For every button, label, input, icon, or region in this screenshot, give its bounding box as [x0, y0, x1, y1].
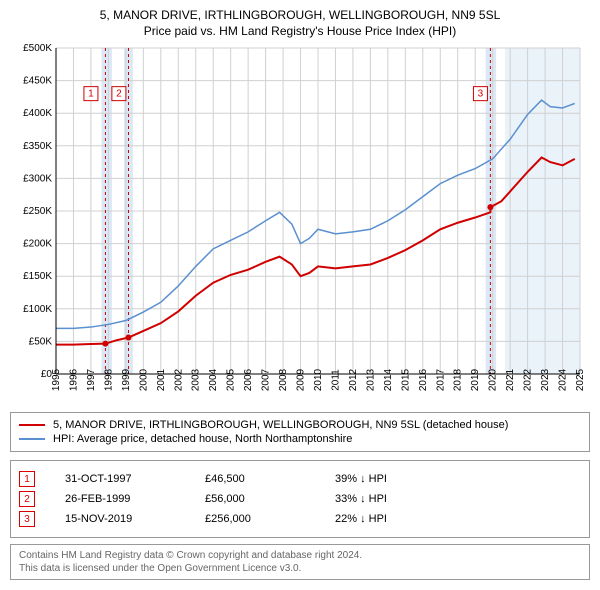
legend-swatch-1 [19, 424, 45, 426]
svg-text:£400K: £400K [23, 108, 52, 119]
footer-line-2: This data is licensed under the Open Gov… [19, 562, 581, 575]
svg-text:2008: 2008 [278, 368, 289, 391]
svg-text:£250K: £250K [23, 206, 52, 217]
container: 5, MANOR DRIVE, IRTHLINGBOROUGH, WELLING… [0, 0, 600, 586]
event-diff-3: 22% ↓ HPI [335, 513, 455, 525]
svg-text:2020: 2020 [488, 368, 499, 391]
svg-text:2021: 2021 [505, 368, 516, 391]
legend: 5, MANOR DRIVE, IRTHLINGBOROUGH, WELLING… [10, 412, 590, 452]
svg-text:2025: 2025 [575, 368, 586, 391]
svg-text:2012: 2012 [348, 368, 359, 391]
svg-text:1: 1 [88, 89, 94, 100]
svg-text:2011: 2011 [330, 369, 341, 391]
legend-label-2: HPI: Average price, detached house, Nort… [53, 433, 352, 445]
title-block: 5, MANOR DRIVE, IRTHLINGBOROUGH, WELLING… [10, 8, 590, 38]
event-diff-2: 33% ↓ HPI [335, 493, 455, 505]
svg-text:1998: 1998 [103, 368, 114, 391]
svg-text:2: 2 [116, 89, 122, 100]
legend-row-1: 5, MANOR DRIVE, IRTHLINGBOROUGH, WELLING… [19, 419, 581, 431]
chart-svg: £0£50K£100K£150K£200K£250K£300K£350K£400… [10, 42, 590, 402]
svg-text:3: 3 [478, 89, 484, 100]
title-line-2: Price paid vs. HM Land Registry's House … [10, 24, 590, 38]
svg-text:£350K: £350K [23, 141, 52, 152]
event-price-1: £46,500 [205, 473, 305, 485]
event-date-3: 15-NOV-2019 [65, 513, 175, 525]
events-table: 1 31-OCT-1997 £46,500 39% ↓ HPI 2 26-FEB… [10, 460, 590, 538]
svg-text:2015: 2015 [400, 368, 411, 391]
svg-text:2023: 2023 [540, 368, 551, 391]
svg-text:2013: 2013 [365, 368, 376, 391]
svg-text:2022: 2022 [523, 368, 534, 391]
svg-text:2007: 2007 [261, 368, 272, 391]
event-row: 1 31-OCT-1997 £46,500 39% ↓ HPI [19, 471, 581, 487]
legend-row-2: HPI: Average price, detached house, Nort… [19, 433, 581, 445]
svg-text:2004: 2004 [208, 368, 219, 391]
event-date-1: 31-OCT-1997 [65, 473, 175, 485]
svg-text:£50K: £50K [29, 336, 53, 347]
svg-text:1997: 1997 [86, 368, 97, 391]
title-line-1: 5, MANOR DRIVE, IRTHLINGBOROUGH, WELLING… [10, 8, 590, 22]
svg-text:£200K: £200K [23, 239, 52, 250]
svg-text:2000: 2000 [138, 368, 149, 391]
event-price-3: £256,000 [205, 513, 305, 525]
event-marker-3: 3 [19, 511, 35, 527]
svg-text:2009: 2009 [296, 368, 307, 391]
event-price-2: £56,000 [205, 493, 305, 505]
svg-text:£500K: £500K [23, 43, 52, 54]
svg-text:£150K: £150K [23, 271, 52, 282]
svg-text:2014: 2014 [383, 368, 394, 391]
svg-text:2010: 2010 [313, 368, 324, 391]
event-diff-1: 39% ↓ HPI [335, 473, 455, 485]
svg-text:2017: 2017 [435, 368, 446, 391]
footer: Contains HM Land Registry data © Crown c… [10, 544, 590, 580]
svg-text:2006: 2006 [243, 368, 254, 391]
svg-text:1995: 1995 [51, 368, 62, 391]
svg-text:1999: 1999 [121, 368, 132, 391]
event-marker-2: 2 [19, 491, 35, 507]
svg-text:2002: 2002 [173, 368, 184, 391]
svg-text:£450K: £450K [23, 76, 52, 87]
event-row: 2 26-FEB-1999 £56,000 33% ↓ HPI [19, 491, 581, 507]
svg-text:2019: 2019 [470, 368, 481, 391]
svg-text:2005: 2005 [226, 368, 237, 391]
svg-text:2001: 2001 [156, 368, 167, 391]
svg-text:£300K: £300K [23, 173, 52, 184]
svg-text:£100K: £100K [23, 304, 52, 315]
svg-text:2016: 2016 [418, 368, 429, 391]
svg-text:2024: 2024 [558, 368, 569, 391]
event-marker-1: 1 [19, 471, 35, 487]
footer-line-1: Contains HM Land Registry data © Crown c… [19, 549, 581, 562]
legend-label-1: 5, MANOR DRIVE, IRTHLINGBOROUGH, WELLING… [53, 419, 508, 431]
chart: £0£50K£100K£150K£200K£250K£300K£350K£400… [10, 42, 590, 402]
svg-text:2003: 2003 [191, 368, 202, 391]
svg-text:2018: 2018 [453, 368, 464, 391]
event-date-2: 26-FEB-1999 [65, 493, 175, 505]
event-row: 3 15-NOV-2019 £256,000 22% ↓ HPI [19, 511, 581, 527]
svg-text:1996: 1996 [68, 368, 79, 391]
legend-swatch-2 [19, 438, 45, 440]
